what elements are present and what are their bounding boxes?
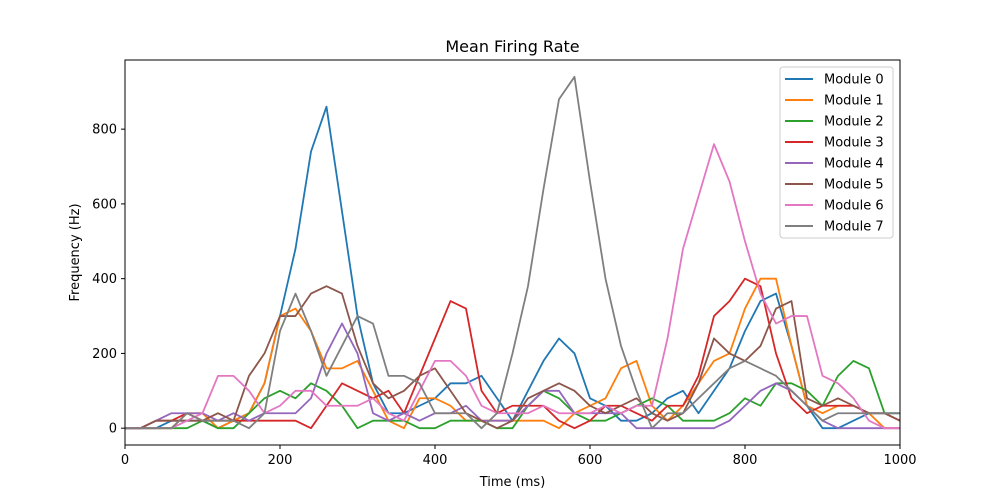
series-line-module-5 [125, 285, 901, 430]
y-tick-label: 600 [92, 197, 117, 212]
x-axis-label: Time (ms) [479, 475, 546, 490]
x-tick-label: 400 [423, 453, 448, 468]
series-line-module-2 [125, 359, 900, 430]
x-tick-label: 800 [733, 453, 758, 468]
y-axis-label: Frequency (Hz) [68, 203, 83, 301]
x-tick-label: 0 [121, 453, 129, 468]
y-tick-label: 200 [92, 347, 117, 362]
legend-label-module-4: Module 4 [824, 157, 884, 172]
legend-box [779, 66, 894, 239]
legend: Module 0 Module 1 Module 2 Module 3 Module 4… [779, 66, 894, 239]
x-axis-ticks: 0 200 400 600 800 1000 [121, 445, 917, 468]
legend-label-module-1: Module 1 [824, 94, 884, 109]
legend-label-module-5: Module 5 [824, 178, 884, 193]
legend-label-module-2: Module 2 [824, 115, 884, 130]
legend-label-module-6: Module 6 [824, 199, 884, 214]
legend-label-module-3: Module 3 [824, 136, 884, 151]
series-line-module-6 [125, 143, 900, 430]
y-tick-label: 400 [92, 272, 117, 287]
x-tick-label: 200 [268, 453, 293, 468]
y-axis-ticks: 0 200 400 600 800 [92, 123, 125, 437]
series-lines [125, 75, 901, 430]
legend-label-module-7: Module 7 [824, 220, 884, 235]
y-tick-label: 800 [92, 123, 117, 138]
series-line-module-3 [125, 277, 901, 430]
chart-title: Mean Firing Rate [445, 37, 579, 56]
plot-frame [124, 59, 901, 446]
x-tick-label: 1000 [883, 453, 916, 468]
series-line-module-7 [125, 75, 900, 430]
legend-label-module-0: Module 0 [824, 73, 884, 88]
x-tick-label: 600 [578, 453, 603, 468]
y-tick-label: 0 [109, 422, 117, 437]
